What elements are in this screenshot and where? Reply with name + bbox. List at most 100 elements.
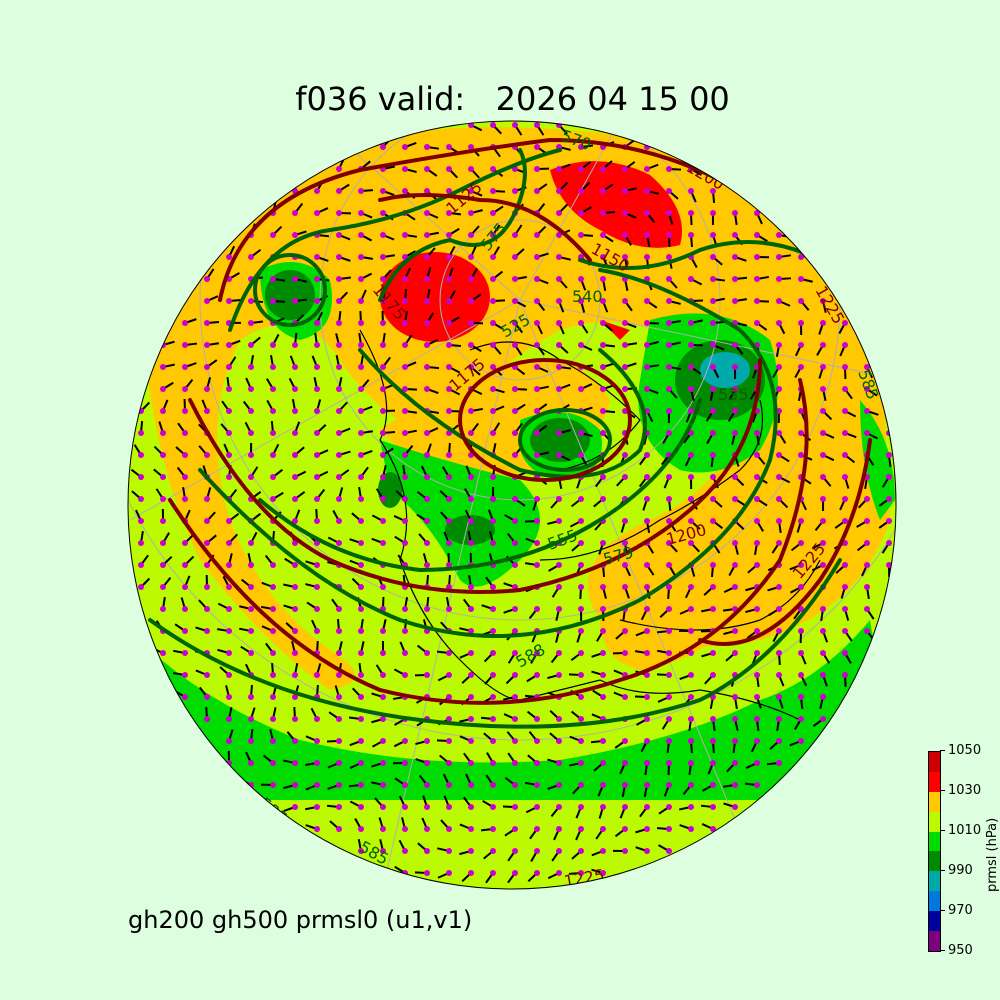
contour-label-gh500: 535 xyxy=(718,385,749,404)
wind-point xyxy=(798,342,804,348)
wind-point xyxy=(226,650,232,656)
wind-point xyxy=(270,716,276,722)
wind-point xyxy=(688,650,694,656)
wind-point xyxy=(688,518,694,524)
wind-point xyxy=(776,694,782,700)
wind-point xyxy=(644,804,650,810)
colorbar-bin xyxy=(929,791,940,812)
colorbar-tick-label: 1050 xyxy=(948,743,982,758)
wind-point xyxy=(512,188,518,194)
wind-point xyxy=(424,804,430,810)
wind-point xyxy=(380,386,386,392)
wind-point xyxy=(512,562,518,568)
wind-point xyxy=(600,298,606,304)
wind-point xyxy=(666,386,672,392)
wind-point xyxy=(534,254,540,260)
wind-point xyxy=(468,430,474,436)
wind-point xyxy=(776,232,782,238)
wind-point xyxy=(380,254,386,260)
wind-point xyxy=(556,364,562,370)
wind-point xyxy=(798,628,804,634)
wind-point xyxy=(534,122,540,128)
wind-point xyxy=(622,452,628,458)
wind-point xyxy=(578,804,584,810)
wind-point xyxy=(578,166,584,172)
wind-point xyxy=(270,474,276,480)
wind-point xyxy=(820,694,826,700)
wind-point xyxy=(248,452,254,458)
wind-point xyxy=(248,562,254,568)
wind-point xyxy=(314,738,320,744)
wind-point xyxy=(600,804,606,810)
wind-point xyxy=(886,540,892,546)
wind-point xyxy=(292,760,298,766)
wind-point xyxy=(798,672,804,678)
wind-point xyxy=(710,496,716,502)
wind-point xyxy=(666,320,672,326)
wind-point xyxy=(600,760,606,766)
wind-point xyxy=(666,628,672,634)
wind-point xyxy=(314,474,320,480)
wind-point xyxy=(600,386,606,392)
wind-point xyxy=(446,584,452,590)
wind-point xyxy=(578,826,584,832)
wind-point xyxy=(732,540,738,546)
wind-point xyxy=(204,628,210,634)
wind-point xyxy=(600,540,606,546)
wind-point xyxy=(864,540,870,546)
wind-point xyxy=(424,320,430,326)
wind-point xyxy=(358,232,364,238)
wind-point xyxy=(424,562,430,568)
wind-point xyxy=(688,276,694,282)
wind-point xyxy=(710,760,716,766)
wind-point xyxy=(644,232,650,238)
colorbar-tick-label: 990 xyxy=(948,863,973,878)
wind-point xyxy=(688,738,694,744)
wind-point xyxy=(644,694,650,700)
wind-point xyxy=(160,386,166,392)
wind-point xyxy=(732,562,738,568)
wind-point xyxy=(534,320,540,326)
wind-point xyxy=(578,672,584,678)
wind-point xyxy=(160,540,166,546)
wind-point xyxy=(732,386,738,392)
wind-point xyxy=(754,276,760,282)
wind-point xyxy=(292,408,298,414)
wind-point xyxy=(600,584,606,590)
wind-point xyxy=(336,166,342,172)
wind-point xyxy=(556,826,562,832)
wind-point xyxy=(512,386,518,392)
wind-point xyxy=(754,298,760,304)
wind-point xyxy=(600,650,606,656)
wind-point xyxy=(336,276,342,282)
wind-point xyxy=(864,584,870,590)
wind-point xyxy=(490,782,496,788)
wind-point xyxy=(248,738,254,744)
wind-point xyxy=(402,518,408,524)
wind-point xyxy=(424,364,430,370)
wind-point xyxy=(468,540,474,546)
wind-point xyxy=(578,716,584,722)
wind-point xyxy=(666,584,672,590)
wind-point xyxy=(468,474,474,480)
wind-point xyxy=(380,452,386,458)
wind-point xyxy=(578,232,584,238)
wind-point xyxy=(820,452,826,458)
wind-point xyxy=(798,562,804,568)
wind-point xyxy=(842,518,848,524)
wind-point xyxy=(534,716,540,722)
wind-point xyxy=(490,496,496,502)
wind-point xyxy=(578,144,584,150)
wind-point xyxy=(644,606,650,612)
wind-point xyxy=(578,606,584,612)
wind-point xyxy=(446,320,452,326)
wind-point xyxy=(644,562,650,568)
wind-point xyxy=(622,298,628,304)
wind-point xyxy=(578,540,584,546)
wind-point xyxy=(248,650,254,656)
wind-point xyxy=(556,320,562,326)
wind-point xyxy=(644,210,650,216)
wind-point xyxy=(446,166,452,172)
wind-point xyxy=(512,254,518,260)
wind-point xyxy=(226,298,232,304)
